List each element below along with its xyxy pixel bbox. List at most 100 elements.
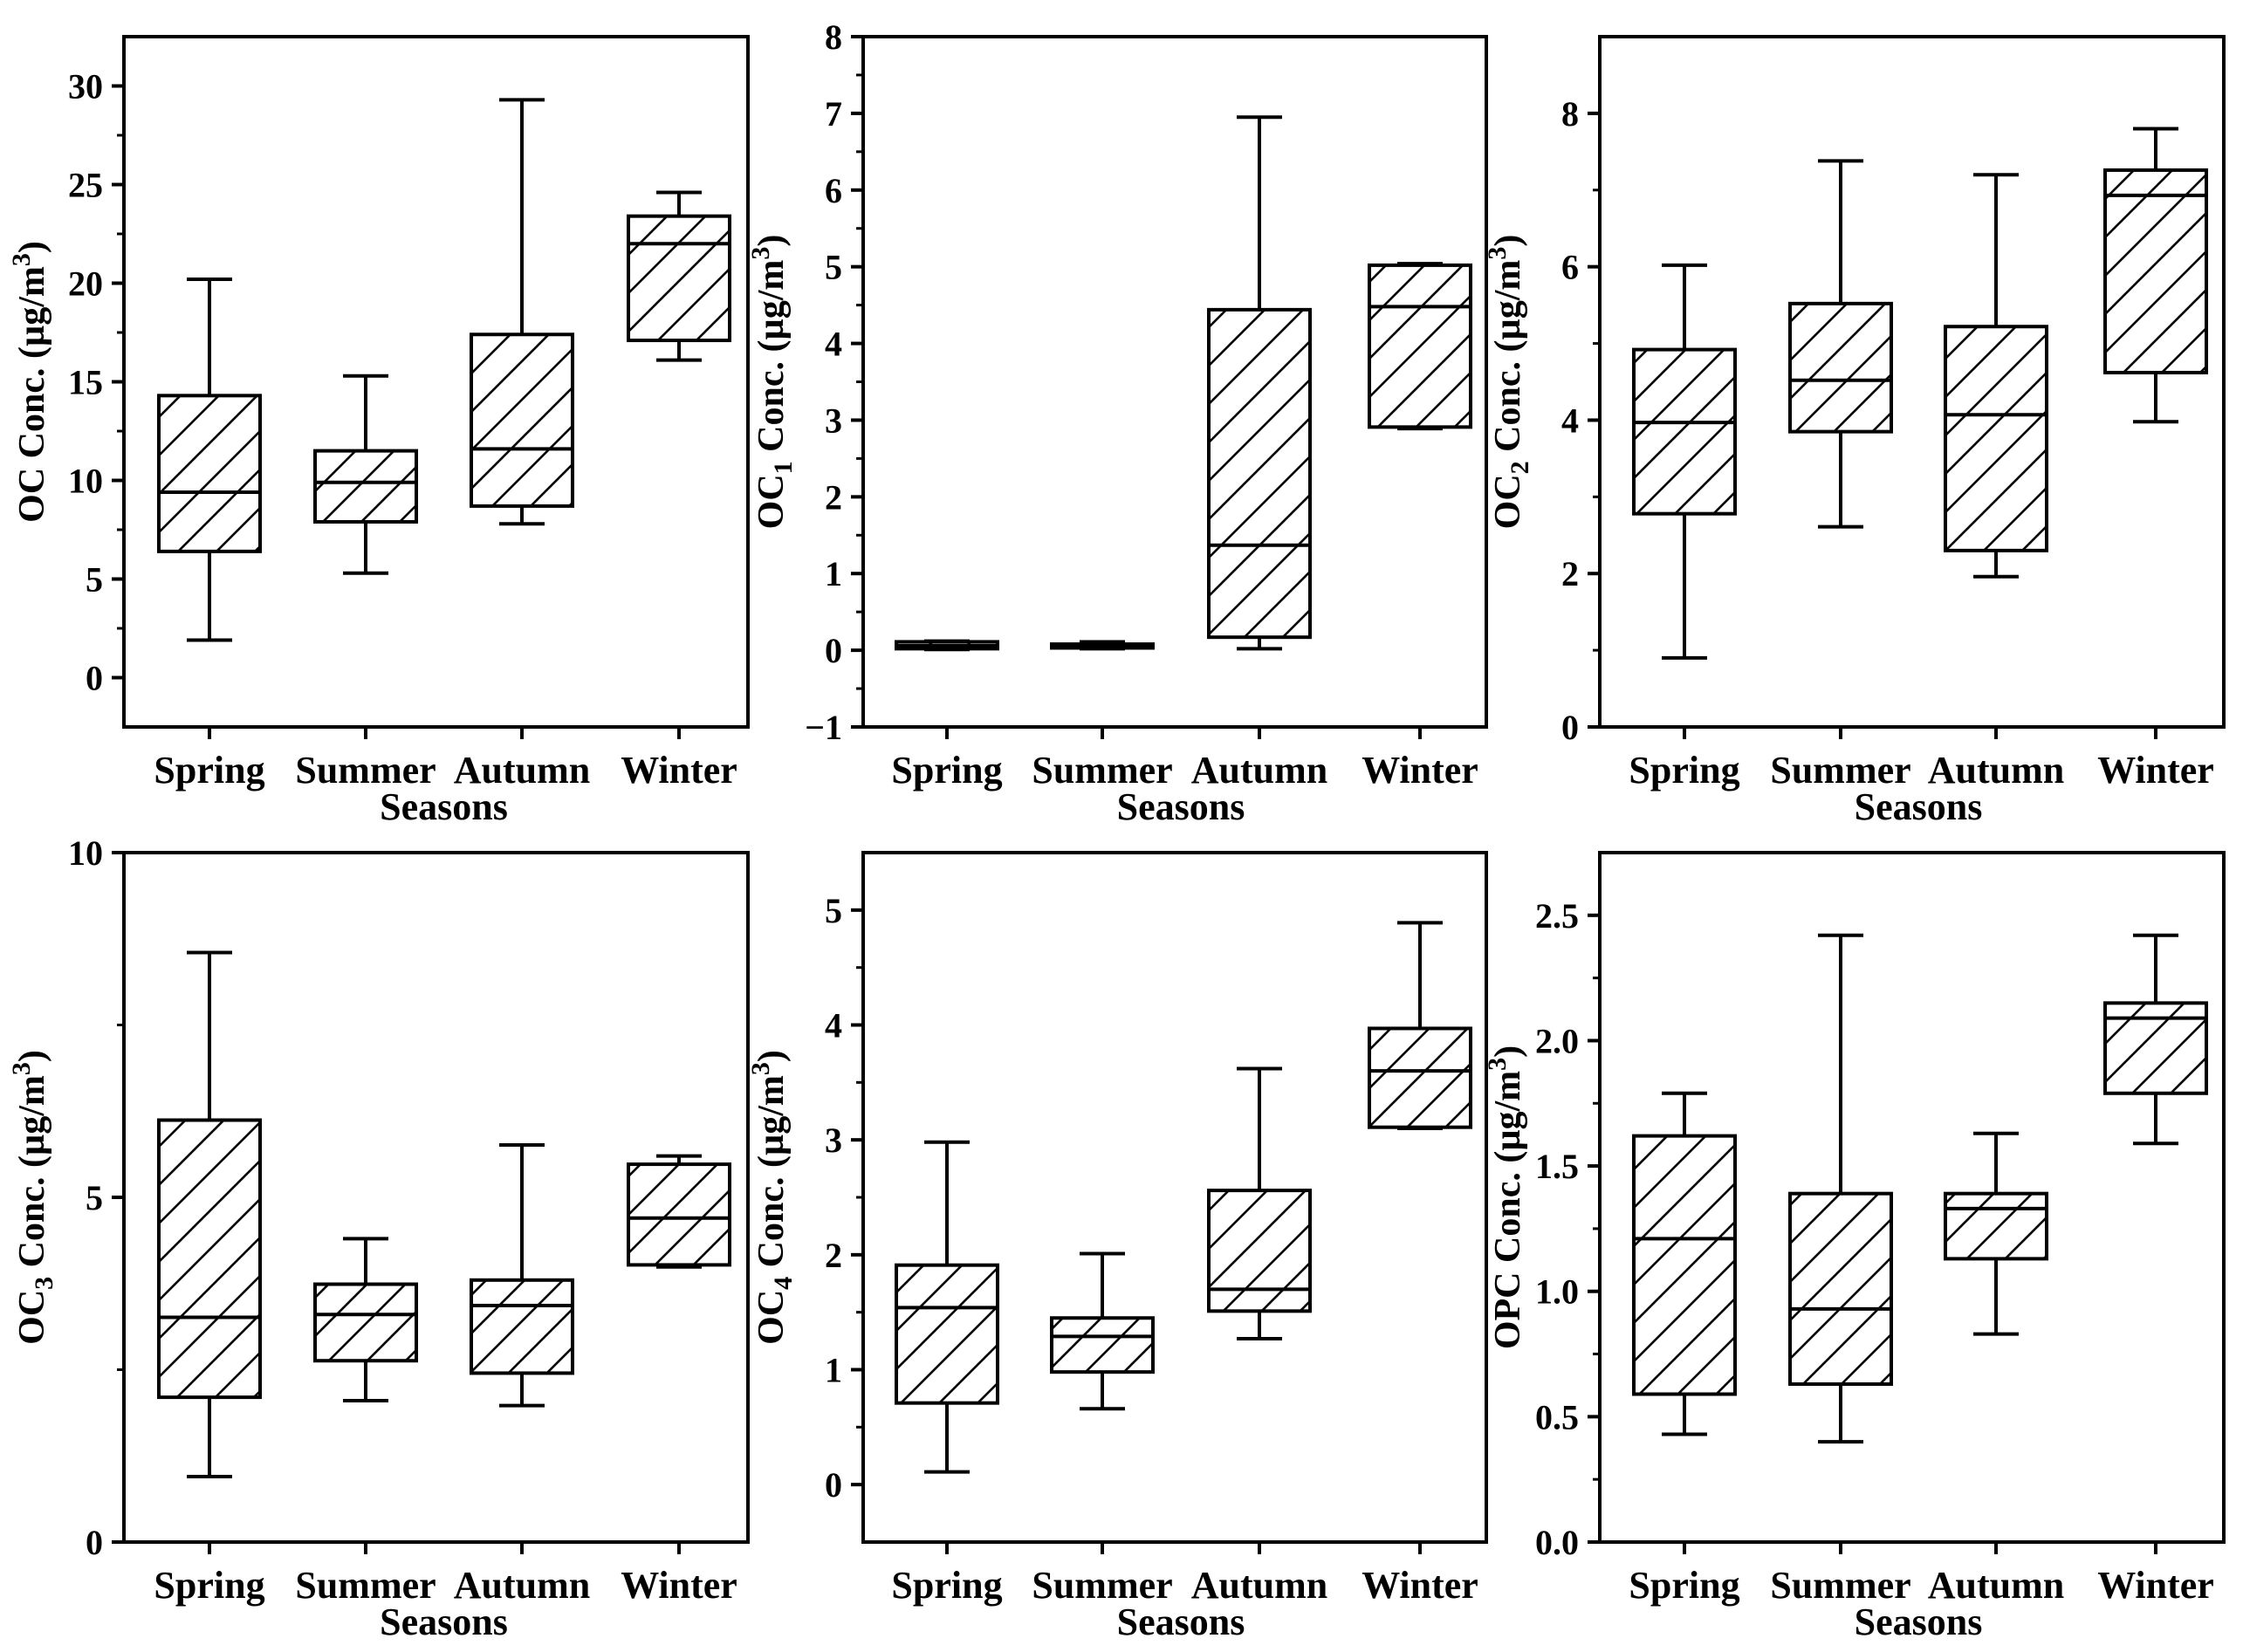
iqr-box: [313, 449, 418, 524]
box-winter: [2103, 127, 2208, 424]
y-axis-title: OC Conc. (µg/m3): [7, 241, 52, 523]
iqr-box: [627, 214, 731, 343]
y-tick-label: 15: [68, 363, 103, 402]
y-tick-label: 5: [86, 560, 103, 600]
y-title-close: ): [1488, 235, 1528, 247]
y-title-subscript: 2: [1506, 461, 1534, 474]
y-title-superscript: 3: [1483, 1058, 1512, 1071]
y-tick-label: 4: [825, 325, 842, 364]
y-title-superscript: 3: [7, 253, 36, 266]
x-tick-label-autumn: Autumn: [1928, 749, 2065, 792]
plot-frame: [861, 851, 1488, 1544]
y-tick-label: 8: [825, 17, 842, 57]
iqr-box: [1632, 1134, 1737, 1396]
y-title-superscript: 3: [746, 1062, 775, 1075]
y-tick-label: 0: [825, 631, 842, 670]
iqr-box: [1944, 325, 2048, 552]
x-tick-label-autumn: Autumn: [454, 1564, 591, 1607]
x-tick-label-autumn: Autumn: [1191, 1564, 1328, 1607]
y-axis-title: OC2 Conc. (µg/m3): [1483, 235, 1534, 530]
box-autumn: [1944, 173, 2048, 579]
y-tick-label: 1.5: [1535, 1147, 1579, 1186]
y-tick-label: 6: [825, 171, 842, 210]
x-tick-label-summer: Summer: [1770, 749, 1910, 792]
iqr-box: [470, 1278, 574, 1375]
box-autumn: [470, 98, 574, 526]
y-tick-label: 2.5: [1535, 896, 1579, 936]
y-tick-label: 0: [825, 1465, 842, 1505]
box-spring: [157, 277, 262, 642]
y-title-superscript: 3: [7, 1062, 36, 1075]
y-tick-label: 1: [825, 1351, 842, 1390]
chart-panel-2: −1 0 1 2 3 4 5 6 7 8 Spring Summer Autumn Winter Seaso…: [746, 17, 1488, 828]
box-winter: [627, 1154, 731, 1269]
y-title-unit: Conc. (µg/m: [1488, 260, 1528, 462]
y-tick-label: 5: [825, 248, 842, 287]
x-axis-title: Seasons: [1855, 1601, 1983, 1643]
iqr-box: [627, 1162, 731, 1267]
box-summer: [313, 1237, 418, 1403]
box-summer: [1050, 1251, 1155, 1411]
y-tick-label: 3: [825, 401, 842, 440]
box-winter: [2103, 933, 2208, 1146]
iqr-box: [1368, 1026, 1472, 1129]
x-tick-label-spring: Spring: [891, 1564, 1002, 1607]
y-tick-label: 0.5: [1535, 1397, 1579, 1436]
plot-frame: [122, 35, 750, 729]
x-tick-label-winter: Winter: [2097, 749, 2214, 792]
y-tick-label: 5: [86, 1178, 103, 1217]
plot-frame: [1598, 35, 2226, 729]
y-tick-label: 4: [1561, 401, 1579, 440]
x-axis-title: Seasons: [380, 1601, 508, 1643]
y-tick-label: 8: [1561, 94, 1579, 134]
y-title-main: OC: [12, 1290, 52, 1345]
y-tick-label: 1.0: [1535, 1272, 1579, 1312]
y-axis-title: OPC Conc. (µg/m3): [1483, 1045, 1528, 1349]
box-summer: [1788, 933, 1893, 1444]
iqr-box: [895, 1263, 999, 1405]
box-spring: [1632, 1091, 1737, 1436]
iqr-box: [1207, 307, 1312, 640]
y-tick-label: 1: [825, 554, 842, 593]
y-tick-label: 2: [825, 1236, 842, 1275]
box-spring: [1632, 263, 1737, 660]
plot-frame: [1598, 851, 2226, 1544]
y-title-unit: Conc. (µg/m: [12, 266, 52, 468]
y-title-main: OC: [1488, 474, 1528, 529]
y-tick-label: 0: [86, 1523, 103, 1562]
y-tick-label: 0: [1561, 708, 1579, 747]
y-tick-label: 0.0: [1535, 1523, 1579, 1562]
box-autumn: [1207, 115, 1312, 651]
box-winter: [1368, 262, 1472, 431]
x-axis-title: Seasons: [1855, 785, 1983, 828]
y-tick-label: 30: [68, 67, 103, 106]
iqr-box: [1788, 1191, 1893, 1387]
x-tick-label-autumn: Autumn: [454, 749, 591, 792]
chart-panel-1: 0 5 10 15 20 25 30 Spring Summer Autumn Winter Seas…: [7, 35, 750, 828]
iqr-box: [1050, 1316, 1155, 1374]
iqr-box: [157, 394, 262, 553]
box-autumn: [1944, 1131, 2048, 1336]
chart-panel-6: 0.0 0.5 1.0 1.5 2.0 2.5 Spring Summer Autumn Wint…: [1483, 851, 2226, 1643]
y-title-unit: Conc. (µg/m: [751, 1075, 792, 1277]
box-summer: [313, 374, 418, 575]
box-autumn: [1207, 1066, 1312, 1340]
x-tick-label-spring: Spring: [891, 749, 1002, 792]
x-tick-label-winter: Winter: [621, 1564, 737, 1607]
iqr-box: [157, 1118, 262, 1400]
x-tick-label-summer: Summer: [295, 1564, 436, 1607]
y-tick-label: 5: [825, 891, 842, 930]
y-title-main: OC: [12, 468, 52, 523]
box-autumn: [470, 1142, 574, 1408]
y-tick-label: 7: [825, 94, 842, 134]
y-tick-label: 0: [86, 659, 103, 698]
box-spring: [895, 639, 999, 652]
x-tick-label-summer: Summer: [1770, 1564, 1910, 1607]
iqr-box: [2103, 168, 2208, 374]
x-tick-label-autumn: Autumn: [1928, 1564, 2065, 1607]
y-title-close: ): [12, 1050, 52, 1062]
x-tick-label-summer: Summer: [1032, 749, 1172, 792]
y-tick-label: 3: [825, 1121, 842, 1160]
